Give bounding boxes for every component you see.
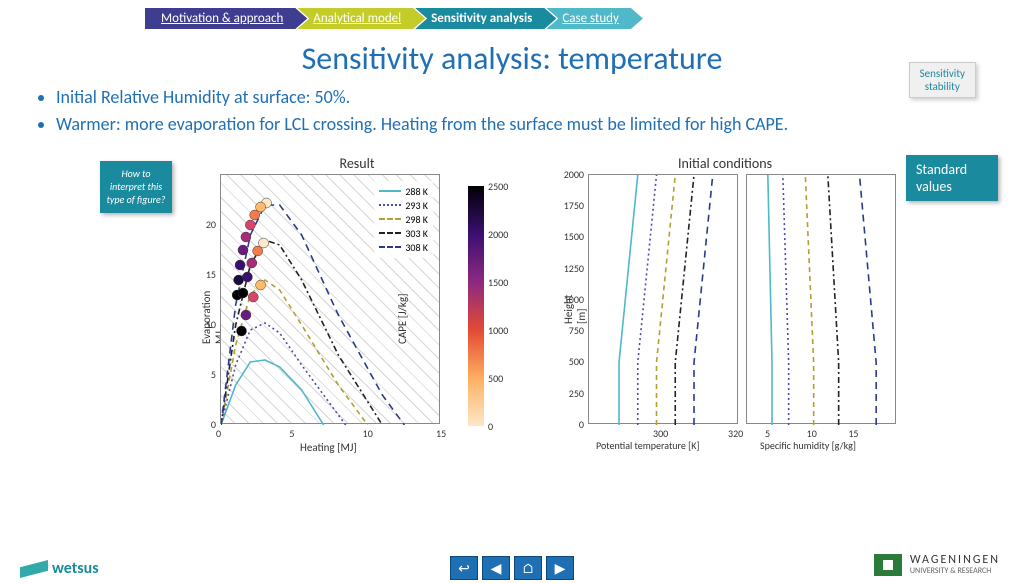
home-icon[interactable]: ⌂ — [514, 556, 542, 580]
wetsus-logo: wetsus — [20, 559, 99, 578]
interpret-note[interactable]: How to interpret this type of figure? — [100, 161, 172, 213]
standard-values-badge[interactable]: Standard values — [906, 155, 998, 201]
nav-sensitivity-analysis[interactable]: Sensitivity analysis — [415, 8, 556, 29]
result-chart: Result Evaporation MJ 288 K293 K298 K303… — [190, 155, 524, 426]
next-icon[interactable]: ▶ — [546, 556, 574, 580]
wur-icon — [874, 554, 902, 576]
bullet-item: Warmer: more evaporation for LCL crossin… — [56, 113, 984, 136]
cape-colorbar — [468, 186, 484, 426]
result-legend: 288 K293 K298 K303 K308 K — [374, 181, 433, 258]
prev-icon[interactable]: ◀ — [482, 556, 510, 580]
nav-motivation-approach[interactable]: Motivation & approach — [145, 8, 307, 29]
footer: wetsus ↩◀⌂▶ WAGENINGEN UNIVERSITY & RESE… — [0, 538, 1024, 584]
slide-nav-buttons: ↩◀⌂▶ — [450, 556, 574, 580]
nav-case-study[interactable]: Case study — [546, 8, 643, 29]
sensitivity-stability-badge[interactable]: Sensitivity stability — [909, 62, 976, 98]
bullet-item: Initial Relative Humidity at surface: 50… — [56, 86, 984, 109]
initial-conditions-charts: Initial conditions Height [m] Potential … — [554, 155, 896, 426]
bullet-list: Initial Relative Humidity at surface: 50… — [56, 86, 984, 137]
breadcrumb-nav: Motivation & approachAnalytical modelSen… — [145, 8, 1024, 29]
back-icon[interactable]: ↩ — [450, 556, 478, 580]
page-title: Sensitivity analysis: temperature — [0, 39, 1024, 78]
wageningen-logo: WAGENINGEN UNIVERSITY & RESEARCH — [874, 554, 1000, 576]
nav-analytical-model[interactable]: Analytical model — [297, 8, 425, 29]
